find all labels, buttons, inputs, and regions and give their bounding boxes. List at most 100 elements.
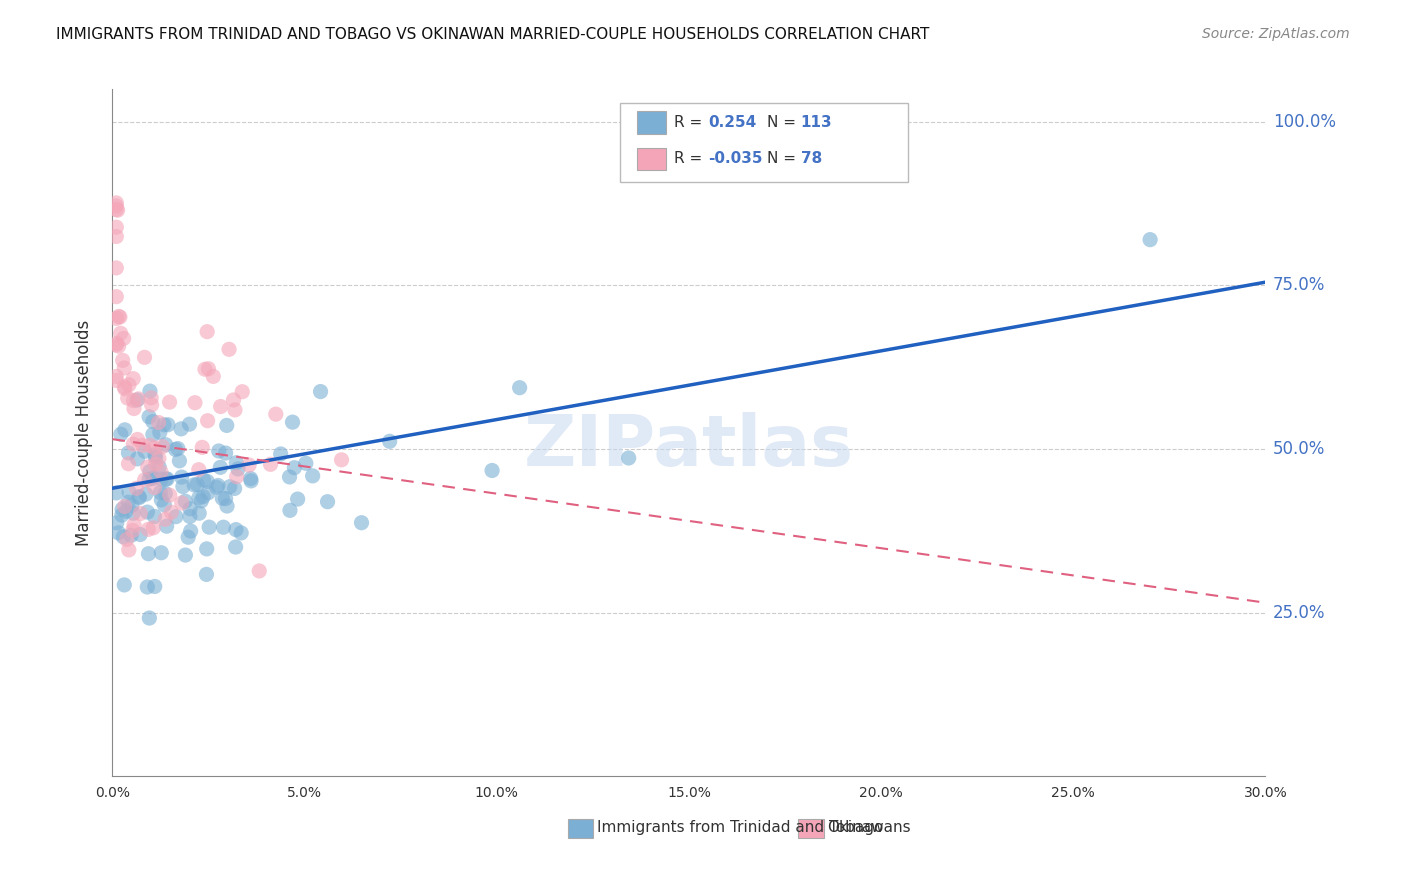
- Okinawans: [184, 395, 207, 409]
- Immigrants from Trinidad and Tobago: [105, 486, 128, 500]
- Okinawans: [187, 463, 209, 477]
- Bar: [637, 112, 666, 134]
- Immigrants from Trinidad and Tobago: [121, 499, 143, 513]
- Okinawans: [330, 452, 353, 467]
- Immigrants from Trinidad and Tobago: [481, 463, 503, 477]
- Immigrants from Trinidad and Tobago: [112, 578, 135, 592]
- Immigrants from Trinidad and Tobago: [148, 459, 170, 474]
- Immigrants from Trinidad and Tobago: [283, 460, 305, 475]
- Immigrants from Trinidad and Tobago: [1139, 233, 1161, 247]
- Immigrants from Trinidad and Tobago: [136, 580, 159, 594]
- Immigrants from Trinidad and Tobago: [155, 472, 177, 486]
- Immigrants from Trinidad and Tobago: [114, 423, 136, 437]
- Immigrants from Trinidad and Tobago: [138, 547, 160, 561]
- Okinawans: [139, 438, 162, 452]
- Okinawans: [110, 326, 132, 341]
- Immigrants from Trinidad and Tobago: [316, 494, 339, 508]
- Okinawans: [105, 202, 128, 217]
- Immigrants from Trinidad and Tobago: [209, 460, 232, 475]
- Immigrants from Trinidad and Tobago: [301, 468, 323, 483]
- Immigrants from Trinidad and Tobago: [205, 480, 228, 494]
- Okinawans: [118, 377, 141, 392]
- Immigrants from Trinidad and Tobago: [150, 546, 173, 560]
- Okinawans: [238, 458, 260, 472]
- Immigrants from Trinidad and Tobago: [187, 491, 209, 505]
- Immigrants from Trinidad and Tobago: [207, 478, 229, 492]
- Immigrants from Trinidad and Tobago: [239, 472, 262, 486]
- Text: Source: ZipAtlas.com: Source: ZipAtlas.com: [1202, 27, 1350, 41]
- Immigrants from Trinidad and Tobago: [350, 516, 373, 530]
- Text: IMMIGRANTS FROM TRINIDAD AND TOBAGO VS OKINAWAN MARRIED-COUPLE HOUSEHOLDS CORREL: IMMIGRANTS FROM TRINIDAD AND TOBAGO VS O…: [56, 27, 929, 42]
- Okinawans: [107, 203, 129, 218]
- Okinawans: [118, 542, 141, 557]
- Immigrants from Trinidad and Tobago: [110, 427, 132, 442]
- Okinawans: [194, 362, 217, 376]
- Text: Okinawans: Okinawans: [827, 820, 911, 835]
- Immigrants from Trinidad and Tobago: [120, 528, 142, 542]
- Okinawans: [125, 481, 148, 495]
- Immigrants from Trinidad and Tobago: [215, 418, 238, 433]
- Immigrants from Trinidad and Tobago: [149, 425, 172, 440]
- Immigrants from Trinidad and Tobago: [287, 492, 309, 507]
- Okinawans: [122, 401, 145, 416]
- Immigrants from Trinidad and Tobago: [617, 450, 640, 465]
- Immigrants from Trinidad and Tobago: [226, 462, 249, 476]
- Okinawans: [247, 564, 270, 578]
- Immigrants from Trinidad and Tobago: [143, 509, 166, 524]
- Okinawans: [105, 369, 128, 384]
- Okinawans: [148, 451, 170, 466]
- Okinawans: [150, 465, 173, 479]
- Immigrants from Trinidad and Tobago: [117, 495, 139, 509]
- Text: N =: N =: [768, 151, 796, 166]
- Immigrants from Trinidad and Tobago: [179, 509, 201, 524]
- Immigrants from Trinidad and Tobago: [195, 541, 218, 556]
- Okinawans: [105, 336, 128, 351]
- Okinawans: [141, 398, 163, 412]
- Immigrants from Trinidad and Tobago: [225, 540, 247, 554]
- Immigrants from Trinidad and Tobago: [142, 471, 165, 485]
- Immigrants from Trinidad and Tobago: [128, 490, 150, 504]
- Okinawans: [111, 353, 134, 368]
- Okinawans: [108, 310, 131, 324]
- Immigrants from Trinidad and Tobago: [214, 491, 236, 506]
- Text: 113: 113: [801, 115, 832, 130]
- Okinawans: [105, 260, 128, 275]
- Okinawans: [148, 416, 170, 430]
- Immigrants from Trinidad and Tobago: [149, 485, 172, 500]
- Immigrants from Trinidad and Tobago: [225, 456, 247, 470]
- Immigrants from Trinidad and Tobago: [183, 478, 205, 492]
- Text: R =: R =: [673, 151, 702, 166]
- Okinawans: [159, 488, 181, 502]
- Immigrants from Trinidad and Tobago: [195, 567, 218, 582]
- Immigrants from Trinidad and Tobago: [309, 384, 332, 399]
- Immigrants from Trinidad and Tobago: [212, 520, 235, 534]
- Text: -0.035: -0.035: [709, 151, 763, 166]
- Immigrants from Trinidad and Tobago: [127, 392, 149, 407]
- Okinawans: [105, 199, 128, 213]
- Okinawans: [153, 512, 176, 526]
- Text: 100.0%: 100.0%: [1272, 113, 1336, 131]
- Okinawans: [143, 481, 166, 495]
- Okinawans: [107, 339, 129, 353]
- Okinawans: [105, 311, 128, 326]
- Immigrants from Trinidad and Tobago: [224, 482, 246, 496]
- Immigrants from Trinidad and Tobago: [240, 474, 263, 488]
- Immigrants from Trinidad and Tobago: [193, 473, 215, 487]
- Immigrants from Trinidad and Tobago: [215, 499, 238, 513]
- Immigrants from Trinidad and Tobago: [281, 415, 304, 429]
- Immigrants from Trinidad and Tobago: [198, 520, 221, 534]
- Immigrants from Trinidad and Tobago: [138, 472, 160, 486]
- Immigrants from Trinidad and Tobago: [225, 523, 247, 537]
- Immigrants from Trinidad and Tobago: [165, 442, 187, 457]
- Immigrants from Trinidad and Tobago: [193, 490, 215, 504]
- Okinawans: [129, 507, 152, 521]
- Immigrants from Trinidad and Tobago: [211, 491, 233, 506]
- Immigrants from Trinidad and Tobago: [167, 442, 190, 456]
- Immigrants from Trinidad and Tobago: [128, 491, 150, 505]
- Immigrants from Trinidad and Tobago: [170, 470, 193, 484]
- Okinawans: [134, 473, 156, 487]
- Immigrants from Trinidad and Tobago: [155, 486, 177, 500]
- Okinawans: [117, 391, 139, 405]
- Okinawans: [195, 325, 218, 339]
- Okinawans: [159, 395, 181, 409]
